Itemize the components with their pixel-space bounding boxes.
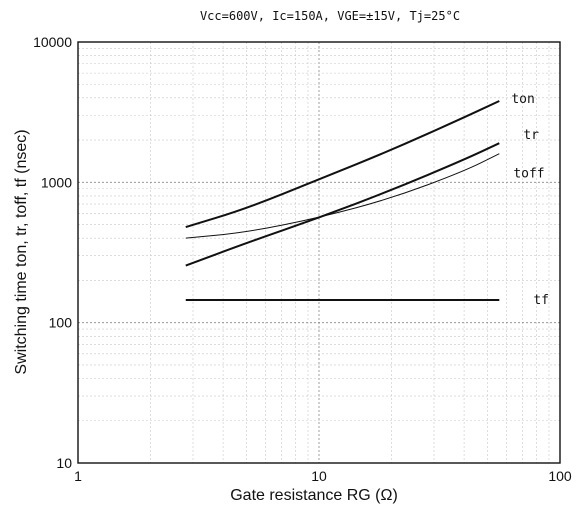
series-label-ton: ton: [511, 92, 534, 107]
x-axis-label: Gate resistance RG (Ω): [230, 487, 398, 504]
series-label-tf: tf: [533, 293, 549, 308]
series-labels: ton tr toff tf: [511, 92, 549, 308]
x-tick-label: 10: [311, 468, 327, 484]
y-tick-label: 100: [49, 315, 73, 331]
y-axis-label: Switching time ton, tr, toff, tf (nsec): [13, 129, 30, 374]
curves: [185, 100, 500, 302]
x-tick-labels: 1 10 100: [74, 468, 572, 484]
x-tick-label: 100: [548, 468, 572, 484]
y-tick-labels: 10 100 1000 10000: [33, 34, 72, 471]
series-line-ton: [185, 100, 500, 229]
plot-frame: [77, 41, 561, 464]
y-tick-label: 10: [56, 455, 72, 471]
series-label-tr: tr: [523, 128, 539, 143]
series-line-toff: [185, 153, 500, 239]
x-tick-label: 1: [74, 468, 82, 484]
series-label-toff: toff: [513, 167, 544, 182]
grid: [78, 42, 560, 463]
series-line-tr: [185, 142, 500, 267]
y-tick-label: 10000: [33, 34, 72, 50]
y-tick-label: 1000: [41, 174, 72, 190]
chart-title: Vcc=600V, Ic=150A, VGE=±15V, Tj=25°C: [200, 9, 460, 23]
